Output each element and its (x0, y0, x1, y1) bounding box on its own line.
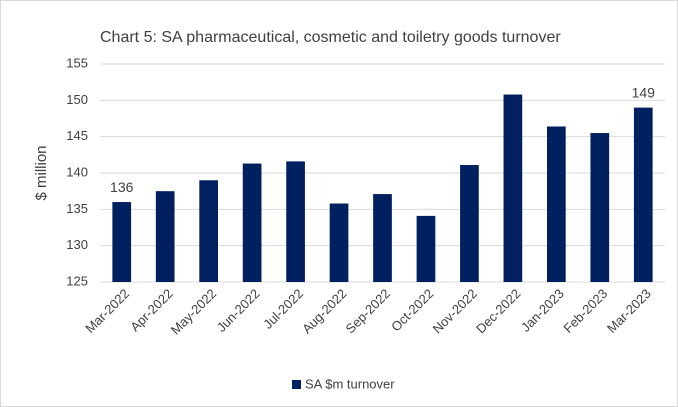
data-label: 136 (110, 179, 134, 195)
bar (416, 215, 436, 282)
bar (242, 163, 262, 282)
data-label: 149 (632, 84, 656, 100)
legend-swatch (292, 380, 301, 389)
y-tick-label: 155 (66, 55, 88, 70)
y-tick-label: 140 (66, 164, 88, 179)
y-tick-label: 130 (66, 237, 88, 252)
chart-title: Chart 5: SA pharmaceutical, cosmetic and… (100, 29, 561, 46)
bar (112, 202, 132, 282)
y-tick-label: 135 (66, 201, 88, 216)
y-tick-label: 145 (66, 128, 88, 143)
y-axis-label: $ million (33, 145, 50, 200)
y-tick-label: 125 (66, 273, 88, 288)
bar (373, 194, 392, 282)
bar (547, 126, 566, 282)
bar (503, 94, 523, 283)
y-tick-label: 150 (66, 92, 88, 107)
bar (155, 191, 175, 282)
bar (286, 161, 305, 282)
bar (199, 180, 218, 282)
legend-label: SA $m turnover (305, 376, 395, 391)
bar (460, 165, 479, 282)
bar (590, 133, 610, 282)
bar (633, 107, 653, 282)
bar (329, 203, 349, 282)
